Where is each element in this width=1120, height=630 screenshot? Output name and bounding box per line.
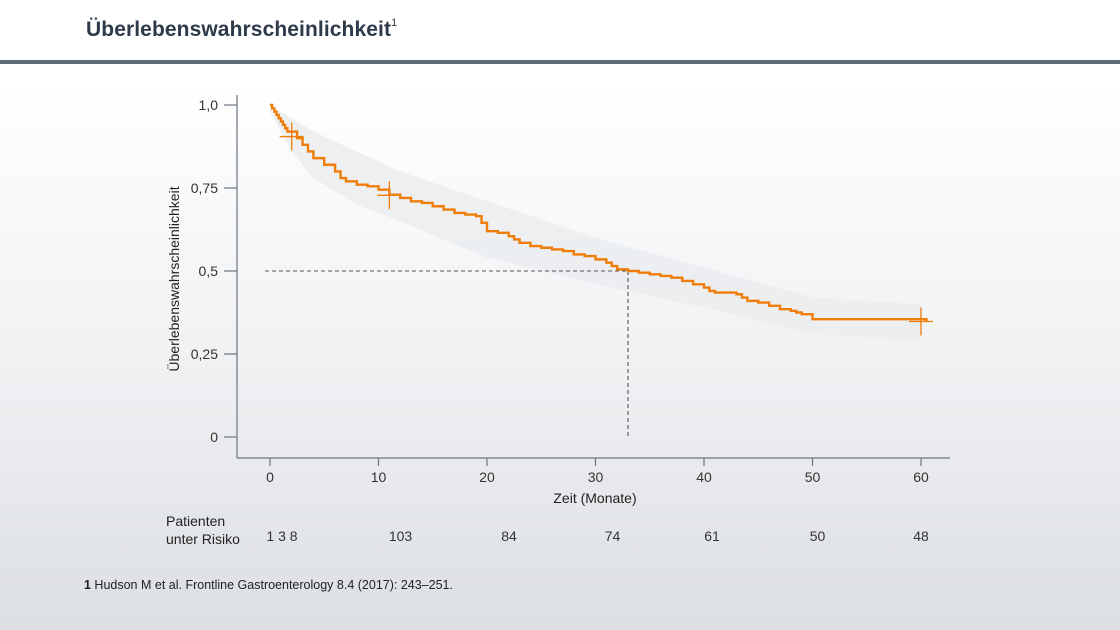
survival-step-line <box>270 103 928 322</box>
x-tick-label: 0 <box>266 469 274 485</box>
censor-marks <box>279 122 933 336</box>
x-tick-label: 50 <box>805 469 821 485</box>
y-axis-label: Überlebenswahrscheinlichkeit <box>165 186 182 371</box>
risk-value: 50 <box>809 528 826 544</box>
header-divider <box>0 60 1120 64</box>
risk-table-label: Patienten unter Risiko <box>166 512 240 548</box>
x-axis-label: Zeit (Monate) <box>553 490 636 506</box>
y-tick-label: 0,5 <box>199 263 219 279</box>
confidence-band <box>270 105 921 341</box>
risk-label-line2: unter Risiko <box>166 531 240 547</box>
risk-value: 48 <box>913 528 929 544</box>
risk-value: 103 <box>388 528 413 544</box>
x-tick-label: 20 <box>479 469 495 485</box>
y-tick-label: 0,75 <box>191 180 218 196</box>
survival-curve <box>270 103 928 322</box>
y-tick-label: 0,25 <box>191 346 218 362</box>
footnote: 1 Hudson M et al. Frontline Gastroentero… <box>84 578 453 592</box>
x-tick-label: 30 <box>588 469 604 485</box>
x-tick-label: 40 <box>696 469 712 485</box>
censor-mark <box>909 307 933 336</box>
page-title: Überlebenswahrscheinlichkeit1 <box>86 17 398 42</box>
y-tick-label: 1,0 <box>199 97 219 113</box>
risk-value: 61 <box>704 528 720 544</box>
censor-mark <box>377 181 402 210</box>
x-tick-label: 10 <box>371 469 387 485</box>
censor-mark <box>279 122 304 151</box>
chart-axes: 0 0,25 0,5 0,75 1,0 0 10 20 30 40 50 60 <box>191 95 950 485</box>
y-tick-label: 0 <box>210 429 218 445</box>
x-tick-label: 60 <box>913 469 929 485</box>
footnote-number: 1 <box>84 578 91 592</box>
confidence-band-area <box>270 105 921 341</box>
page-title-text: Überlebenswahrscheinlichkeit <box>86 18 392 41</box>
risk-value: 74 <box>604 528 621 544</box>
median-reference-lines <box>265 270 629 437</box>
risk-value: 84 <box>501 528 517 544</box>
risk-label-line1: Patienten <box>166 513 226 529</box>
footnote-text: Hudson M et al. Frontline Gastroenterolo… <box>90 578 453 592</box>
title-footnote-ref: 1 <box>391 17 398 29</box>
risk-value: 1 3 8 <box>266 528 298 544</box>
